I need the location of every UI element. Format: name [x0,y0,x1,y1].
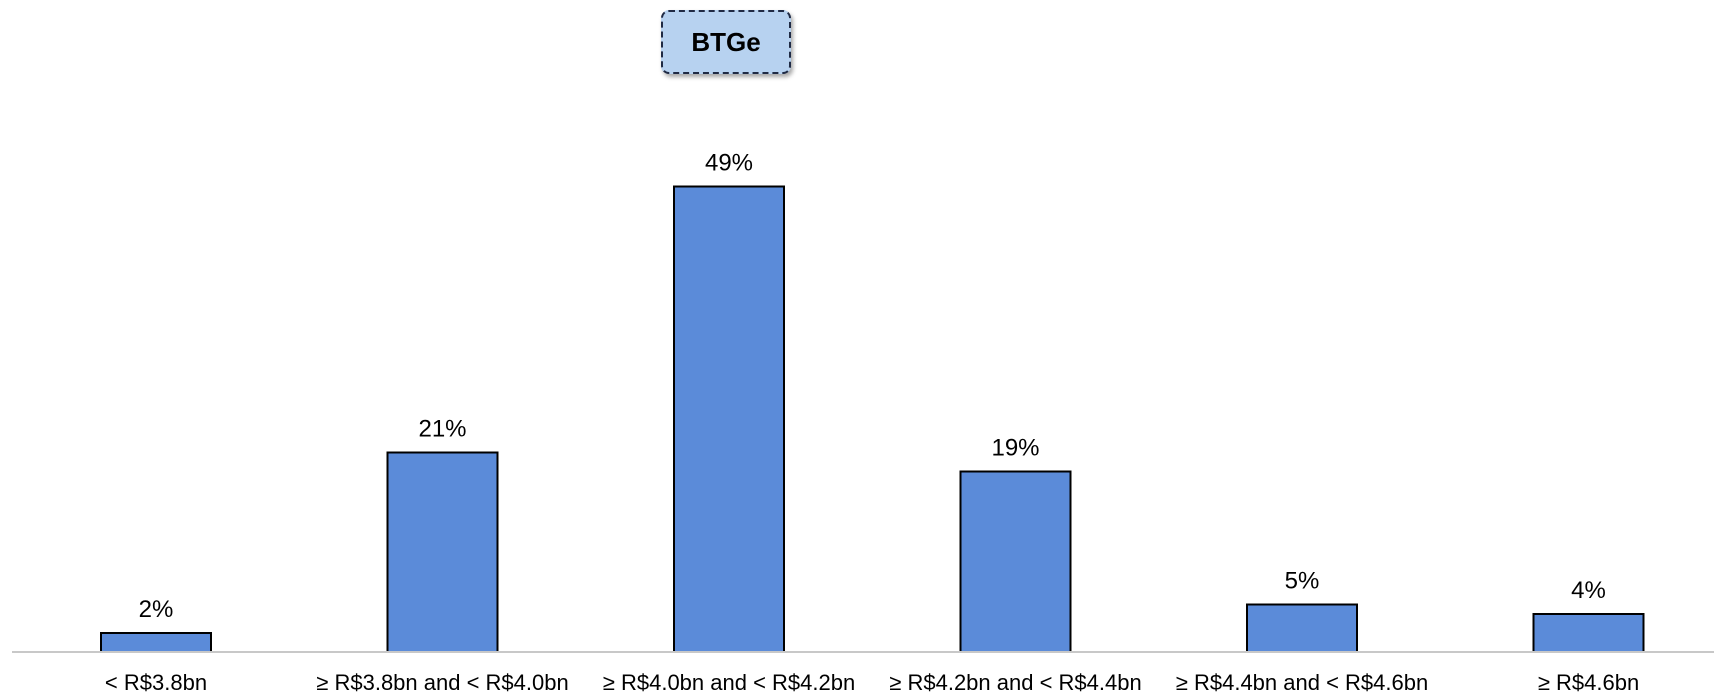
category-label-1: ≥ R$3.8bn and < R$4.0bn [316,670,568,695]
category-label-0: < R$3.8bn [105,670,207,695]
bar-5 [1532,613,1645,653]
category-label-4: ≥ R$4.4bn and < R$4.6bn [1176,670,1428,695]
bar-4 [1246,603,1358,653]
bar-value-label-5: 4% [1571,577,1606,604]
bar-2 [673,185,785,653]
bars-group [100,185,1645,653]
value-labels-group: 2% 21% 49% 19% 5% 4% [139,150,1606,624]
bar-value-label-4: 5% [1285,568,1320,595]
bar-1 [386,451,499,653]
category-label-5: ≥ R$4.6bn [1538,670,1639,695]
bar-value-label-2: 49% [705,150,753,177]
chart-title: BTGe [661,10,791,74]
category-label-3: ≥ R$4.2bn and < R$4.4bn [889,670,1141,695]
bar-value-label-3: 19% [991,435,1039,462]
bar-value-label-0: 2% [139,596,174,623]
bar-3 [959,470,1072,653]
category-labels-group: < R$3.8bn ≥ R$3.8bn and < R$4.0bn ≥ R$4.0b… [105,670,1639,695]
bar-0 [100,632,212,653]
bar-value-label-1: 21% [418,416,466,443]
category-label-2: ≥ R$4.0bn and < R$4.2bn [603,670,855,695]
